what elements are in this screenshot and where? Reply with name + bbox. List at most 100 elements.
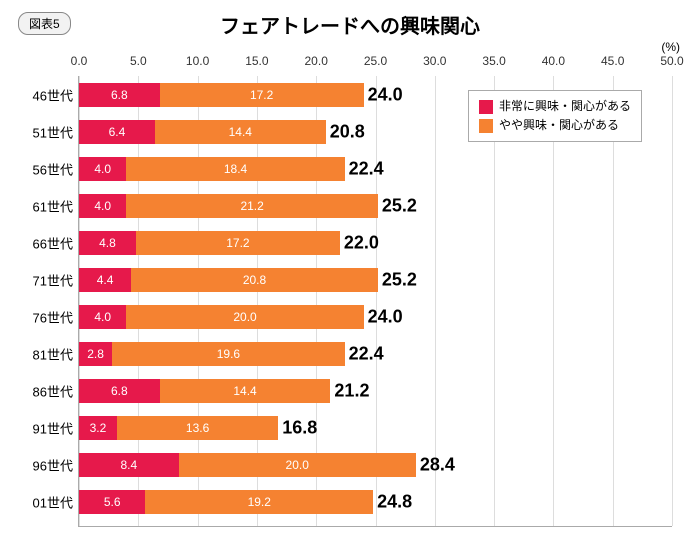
segment-value: 4.8: [99, 236, 116, 250]
bar-segment: 14.4: [160, 379, 331, 403]
category-label: 51世代: [21, 122, 73, 141]
bar-segment: 4.0: [79, 194, 126, 218]
segment-value: 4.0: [94, 162, 111, 176]
bar-segment: 4.0: [79, 305, 126, 329]
legend-item: やや興味・関心がある: [479, 116, 631, 135]
x-tick-label: 15.0: [245, 54, 268, 68]
total-value: 22.4: [349, 343, 384, 364]
x-tick-label: 40.0: [542, 54, 565, 68]
bar-row: 6.8 14.421.2: [79, 379, 672, 403]
total-value: 24.0: [368, 84, 403, 105]
bar-row: 2.8 19.6 22.4: [79, 342, 672, 366]
x-tick-label: 50.0: [660, 54, 683, 68]
bar-segment: 19.6: [112, 342, 344, 366]
total-value: 21.2: [334, 380, 369, 401]
category-label: 96世代: [21, 455, 73, 474]
bar-segment: 17.2: [160, 83, 364, 107]
chart-title: フェアトレードへの興味関心: [0, 10, 700, 39]
unit-label: (%): [661, 40, 680, 54]
total-value: 24.0: [368, 306, 403, 327]
bar-segment: 20.0: [179, 453, 416, 477]
bar-segment: 14.4: [155, 120, 326, 144]
total-value: 22.4: [349, 158, 384, 179]
bar-segment: 19.2: [145, 490, 373, 514]
segment-value: 20.8: [243, 273, 266, 287]
category-label: 81世代: [21, 344, 73, 363]
segment-value: 2.8: [87, 347, 104, 361]
segment-value: 6.8: [111, 384, 128, 398]
bar-segment: 18.4: [126, 157, 344, 181]
gridline: [672, 76, 673, 526]
segment-value: 6.8: [111, 88, 128, 102]
segment-value: 8.4: [120, 458, 137, 472]
segment-value: 18.4: [224, 162, 247, 176]
bar-segment: 4.8: [79, 231, 136, 255]
legend-swatch: [479, 119, 493, 133]
bar-segment: 4.4: [79, 268, 131, 292]
bar-segment: 6.8: [79, 379, 160, 403]
bar-segment: 2.8: [79, 342, 112, 366]
segment-value: 20.0: [286, 458, 309, 472]
bar-row: 4.8 17.222.0: [79, 231, 672, 255]
legend-swatch: [479, 100, 493, 114]
x-tick-label: 10.0: [186, 54, 209, 68]
bar-segment: 21.2: [126, 194, 377, 218]
bar-segment: 3.2: [79, 416, 117, 440]
x-tick-label: 30.0: [423, 54, 446, 68]
bar-row: 4.4 20.8 25.2: [79, 268, 672, 292]
plot-area: 0.05.010.015.020.025.030.035.040.045.050…: [78, 76, 672, 527]
category-label: 61世代: [21, 196, 73, 215]
bar-segment: 8.4: [79, 453, 179, 477]
x-tick-label: 5.0: [130, 54, 147, 68]
segment-value: 20.0: [233, 310, 256, 324]
category-label: 91世代: [21, 418, 73, 437]
bar-row: 4.0 21.2 25.2: [79, 194, 672, 218]
segment-value: 19.2: [248, 495, 271, 509]
bar-row: 8.4 20.0 28.4: [79, 453, 672, 477]
segment-value: 21.2: [240, 199, 263, 213]
segment-value: 3.2: [90, 421, 107, 435]
x-tick-label: 25.0: [364, 54, 387, 68]
total-value: 25.2: [382, 269, 417, 290]
bar-segment: 13.6: [117, 416, 278, 440]
legend-item: 非常に興味・関心がある: [479, 97, 631, 116]
bar-segment: 5.6: [79, 490, 145, 514]
total-value: 25.2: [382, 195, 417, 216]
segment-value: 4.0: [94, 199, 111, 213]
legend-label: 非常に興味・関心がある: [499, 97, 631, 116]
bar-segment: 17.2: [136, 231, 340, 255]
x-tick-label: 35.0: [482, 54, 505, 68]
segment-value: 5.6: [104, 495, 121, 509]
x-tick-label: 45.0: [601, 54, 624, 68]
segment-value: 4.0: [94, 310, 111, 324]
segment-value: 4.4: [97, 273, 114, 287]
category-label: 46世代: [21, 85, 73, 104]
bar-segment: 4.0: [79, 157, 126, 181]
bar-segment: 20.8: [131, 268, 378, 292]
category-label: 56世代: [21, 159, 73, 178]
bar-segment: 6.4: [79, 120, 155, 144]
segment-value: 6.4: [109, 125, 126, 139]
chart-container: 図表5 フェアトレードへの興味関心 (%) 0.05.010.015.020.0…: [0, 0, 700, 545]
total-value: 28.4: [420, 454, 455, 475]
legend-label: やや興味・関心がある: [499, 116, 619, 135]
segment-value: 17.2: [250, 88, 273, 102]
category-label: 71世代: [21, 270, 73, 289]
bar-row: 3.2 13.6 16.8: [79, 416, 672, 440]
segment-value: 14.4: [229, 125, 252, 139]
category-label: 66世代: [21, 233, 73, 252]
total-value: 16.8: [282, 417, 317, 438]
total-value: 24.8: [377, 491, 412, 512]
segment-value: 13.6: [186, 421, 209, 435]
bar-row: 4.0 18.4 22.4: [79, 157, 672, 181]
bar-segment: 6.8: [79, 83, 160, 107]
total-value: 22.0: [344, 232, 379, 253]
category-label: 86世代: [21, 381, 73, 400]
bar-row: 4.0 20.0 24.0: [79, 305, 672, 329]
category-label: 01世代: [21, 492, 73, 511]
x-tick-label: 0.0: [71, 54, 88, 68]
total-value: 20.8: [330, 121, 365, 142]
x-tick-label: 20.0: [305, 54, 328, 68]
segment-value: 19.6: [217, 347, 240, 361]
bar-row: 5.6 19.2 24.8: [79, 490, 672, 514]
